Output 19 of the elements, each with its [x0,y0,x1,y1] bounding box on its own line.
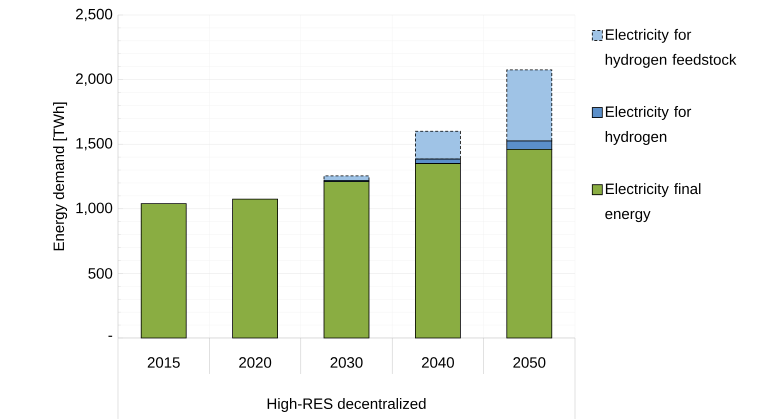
bar [140,203,187,338]
x-tick-label: 2040 [422,357,454,368]
x-tick-label: 2030 [330,357,363,368]
x-axis-title: High-RES decentralized [268,398,426,412]
x-tick-label: 2015 [148,357,180,368]
y-tick-label: 2,500 [76,8,112,22]
legend-label: Electricity for hydrogen feedstock [606,28,736,68]
legend-label: Electricity final energy [605,183,700,222]
x-tick-label: 2020 [239,357,272,368]
y-tick-label: 1,500 [76,138,112,150]
x-tick-label: 2050 [513,357,546,368]
y-axis-title: Energy demand [TWh] [53,102,68,250]
y-tick-label: 500 [88,268,112,279]
y-tick-label: - [108,336,112,337]
bar [232,198,278,338]
y-tick-label: 2,000 [76,73,112,86]
y-tick-label: 1,000 [76,202,112,215]
bar [414,130,461,160]
legend-label: Electricity for hydrogen [606,106,692,145]
